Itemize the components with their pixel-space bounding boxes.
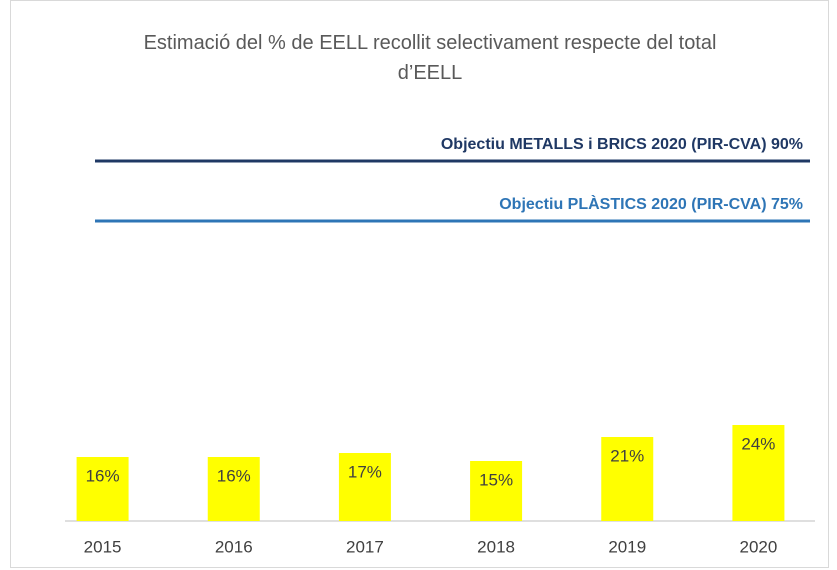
data-label: 21% [610,446,644,465]
bar [338,453,391,521]
bar [601,437,654,521]
data-label: 17% [348,462,382,481]
x-tick-label: 2020 [740,537,778,556]
x-tick-label: 2016 [215,537,253,556]
bar [76,457,129,521]
bar [207,457,260,521]
x-tick-label: 2017 [346,537,384,556]
data-label: 16% [217,466,251,485]
data-label: 24% [741,434,775,453]
x-tick-label: 2015 [84,537,122,556]
target-label: Objectiu PLÀSTICS 2020 (PIR-CVA) 75% [499,194,803,213]
chart-title: Estimació del % de EELL recollit selecti… [143,32,717,84]
bar [732,425,785,521]
x-tick-label: 2019 [608,537,646,556]
x-tick-label: 2018 [477,537,515,556]
data-label: 16% [86,466,120,485]
data-label: 15% [479,470,513,489]
bar [470,461,523,521]
target-label: Objectiu METALLS i BRICS 2020 (PIR-CVA) … [441,136,803,153]
chart-border [10,0,829,568]
